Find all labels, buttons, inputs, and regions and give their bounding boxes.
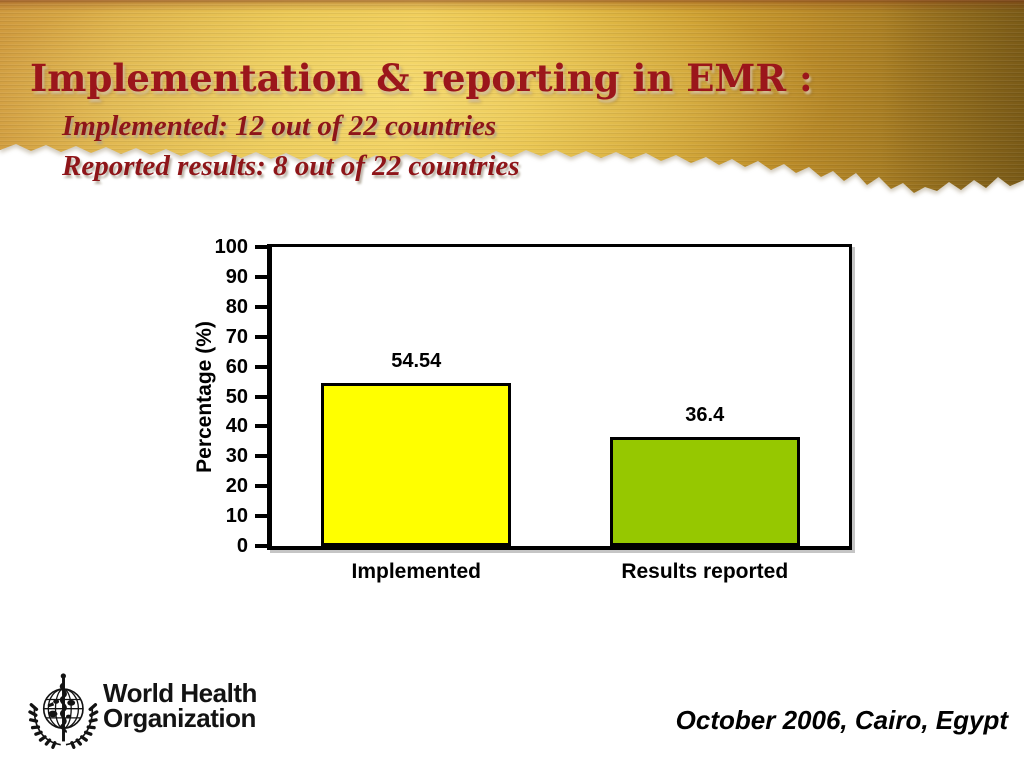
bar-value-label: 36.4 [685, 404, 725, 426]
y-tick-mark [255, 424, 267, 429]
subtitle-reported: Reported results: 8 out of 22 countries [62, 150, 520, 182]
who-emblem-icon [28, 673, 99, 749]
y-tick-label: 60 [225, 355, 248, 378]
who-logo-line1: World Health [103, 678, 257, 708]
y-tick-label: 80 [225, 295, 248, 318]
y-tick-mark [255, 245, 267, 249]
y-tick-label: 0 [236, 535, 248, 557]
subtitle-implemented: Implemented: 12 out of 22 countries [62, 110, 497, 142]
y-tick-mark [255, 454, 267, 459]
x-category-label: Implemented [351, 560, 482, 583]
bar-results-reported [609, 437, 800, 546]
y-tick-label: 20 [225, 475, 248, 498]
y-tick-mark [255, 304, 267, 309]
y-tick-mark [255, 334, 267, 339]
y-tick-mark [255, 514, 267, 519]
y-tick-mark [255, 394, 267, 399]
footer-date: October 2006, Cairo, Egypt [675, 705, 1008, 735]
plot-area: 0 10 20 30 40 50 60 70 80 90 100 54.54 Implemented 36… [215, 236, 852, 583]
bar-implemented [321, 383, 512, 546]
x-category-label: Results reported [621, 560, 789, 583]
who-logo-text: World Health Organization [103, 678, 257, 733]
y-tick-mark [255, 484, 267, 489]
y-tick-label: 70 [225, 325, 248, 348]
who-logo-line2: Organization [103, 703, 256, 733]
y-tick-label: 100 [214, 236, 248, 258]
y-tick-mark [255, 544, 267, 548]
y-tick-label: 10 [225, 505, 248, 528]
y-tick-label: 50 [225, 385, 248, 408]
bar-value-label: 54.54 [391, 350, 442, 372]
y-tick-label: 30 [225, 445, 248, 468]
y-tick-mark [255, 364, 267, 369]
y-tick-mark [255, 274, 267, 279]
slide-title: Implementation & reporting in EMR : [30, 56, 813, 100]
y-tick-label: 40 [225, 415, 248, 438]
header-band-wrapper [0, 0, 1024, 200]
y-tick-label: 90 [225, 265, 248, 288]
